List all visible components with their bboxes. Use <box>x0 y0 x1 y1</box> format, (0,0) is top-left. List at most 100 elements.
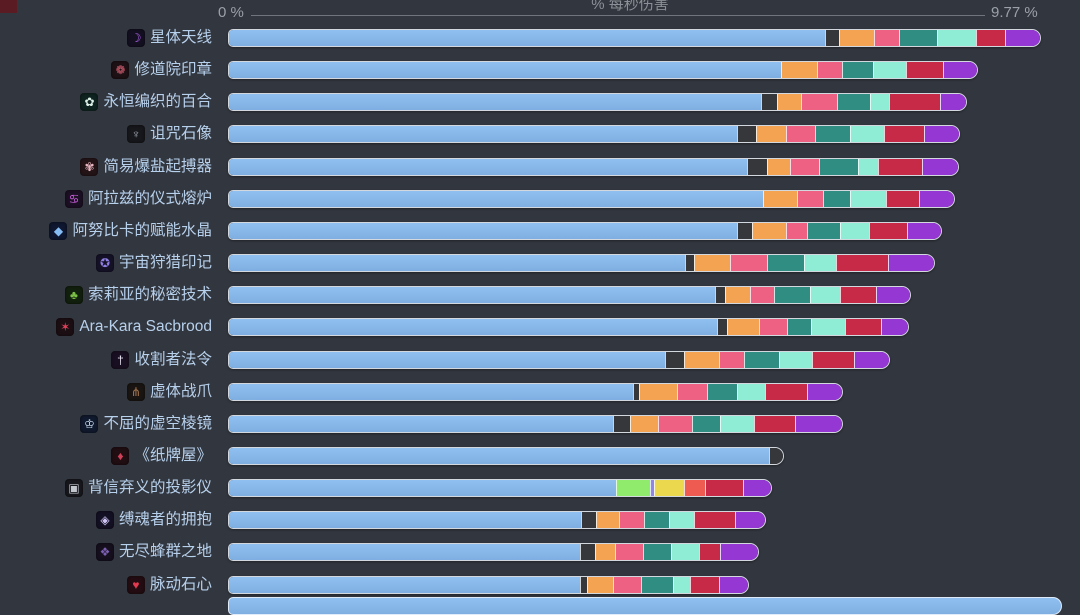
row-label-cell: ♋ 阿拉兹的仪式熔炉 <box>0 189 212 208</box>
salt-pacemaker-icon: ✾ <box>80 157 99 176</box>
row-label-cell: ▣ 背信弃义的投影仪 <box>0 479 212 498</box>
row-label: 虚体战爪 <box>149 382 212 400</box>
bar-segment-mint <box>936 30 976 46</box>
treacherous-projector-icon: ▣ <box>64 479 83 498</box>
bar-segment-dark <box>737 126 756 143</box>
bar-segment-mint <box>849 190 886 207</box>
chart-row: ☽ 星体天线 <box>0 29 1080 47</box>
bar-segment-blue <box>229 480 617 497</box>
bar-segment-red <box>845 319 881 336</box>
bar-segment-orange <box>755 126 786 143</box>
bar-segment-red <box>884 126 924 143</box>
stacked-bar <box>228 479 772 498</box>
bar-segment-dark <box>716 319 727 336</box>
bar-segment-purple <box>795 415 842 432</box>
row-label: 简易爆盐起搏器 <box>103 157 212 175</box>
chart-row: ♥ 脉动石心 <box>0 575 1080 594</box>
bar-segment-mint <box>804 255 837 272</box>
bar-segment-purple <box>907 222 942 239</box>
row-label-cell: ♆ 诅咒石像 <box>0 125 212 144</box>
bar-segment-mint <box>811 319 846 336</box>
bar-segment-pink <box>718 351 744 368</box>
bar-segment-mint <box>672 576 690 593</box>
row-label-cell: ✿ 永恒编织的百合 <box>0 93 212 112</box>
axis-min-label: 0 % <box>218 4 244 21</box>
bar-segment-purple <box>943 62 977 79</box>
chart-row: ♦ 《纸牌屋》 <box>0 446 1080 465</box>
bar-segment-blue <box>229 30 825 46</box>
bar-segment-purple <box>918 190 955 207</box>
bar-segment-pink <box>750 287 775 304</box>
unyielding-void-prism-icon: ♔ <box>80 414 99 433</box>
bar-segment-red <box>840 287 877 304</box>
endless-swarm-land-icon: ❖ <box>95 543 114 562</box>
stacked-bar <box>228 511 766 530</box>
bar-segment-pink <box>790 158 820 175</box>
chart-row: ♆ 诅咒石像 <box>0 125 1080 144</box>
bar-segment-purple <box>922 158 958 175</box>
row-label: 阿拉兹的仪式熔炉 <box>87 189 212 207</box>
bar-segment-mint <box>737 383 766 400</box>
bar-segment-purple <box>735 512 765 529</box>
eternal-woven-lily-icon: ✿ <box>80 93 99 112</box>
stacked-bar <box>228 29 1042 47</box>
bar-segment-dark <box>580 512 596 529</box>
row-label: 缚魂者的拥抱 <box>118 511 212 529</box>
bar-segment-dark <box>747 158 768 175</box>
bar-segment-red <box>869 222 908 239</box>
pulsing-stone-heart-icon: ♥ <box>126 575 145 594</box>
bar-segment-mint <box>840 222 870 239</box>
bar-segment-pink <box>612 576 641 593</box>
bar-segment-dark <box>580 576 587 593</box>
bar-segment-red <box>889 94 941 111</box>
soulbinder-embrace-icon: ◈ <box>95 511 114 530</box>
bar-segment-dark <box>761 94 778 111</box>
reaper-decree-icon: † <box>111 350 130 369</box>
bar-segment-mint <box>873 62 907 79</box>
bar-segment-lavender <box>650 480 654 497</box>
row-label: 宇宙狩猎印记 <box>118 254 212 272</box>
bar-segment-dark <box>715 287 726 304</box>
bar-segment-blue <box>229 158 748 175</box>
bar-segment-purple <box>887 255 934 272</box>
bar-segment-orange <box>629 415 658 432</box>
bar-segment-red <box>693 512 736 529</box>
bar-segment-pink <box>657 415 692 432</box>
row-label: 索莉亚的秘密技术 <box>87 286 212 304</box>
bar-segment-salmon <box>684 480 706 497</box>
bar-segment-pink <box>729 255 767 272</box>
row-label: 收割者法令 <box>134 350 212 368</box>
bar-segment-teal <box>786 319 812 336</box>
bar-segment-blue <box>229 319 717 336</box>
bar-segment-red <box>906 62 944 79</box>
row-label: 不屈的虚空棱镜 <box>103 414 212 432</box>
bar-segment-orange <box>684 351 719 368</box>
bar-segment-purple <box>1005 30 1041 46</box>
anubika-crystal-icon: ◆ <box>49 221 68 240</box>
row-label-cell: ❁ 修道院印章 <box>0 61 212 80</box>
bar-segment-red <box>836 255 888 272</box>
bar-segment-pink <box>796 190 823 207</box>
bar-segment-yellow <box>653 480 685 497</box>
bar-segment-mint <box>869 94 890 111</box>
chart-row: ✪ 宇宙狩猎印记 <box>0 254 1080 273</box>
cursed-statue-icon: ♆ <box>126 125 145 144</box>
stacked-bar <box>228 414 843 433</box>
bar-segment-purple <box>720 544 759 561</box>
row-label: 星体天线 <box>149 29 212 46</box>
bar-segment-dark <box>737 222 752 239</box>
bar-segment-pink <box>816 62 843 79</box>
row-label-cell: ✪ 宇宙狩猎印记 <box>0 254 212 273</box>
chart-row: ✿ 永恒编织的百合 <box>0 93 1080 112</box>
bar-segment-pink <box>785 126 815 143</box>
row-label-cell: ✾ 简易爆盐起搏器 <box>0 157 212 176</box>
chart-row: ♔ 不屈的虚空棱镜 <box>0 414 1080 433</box>
alaz-ritual-furnace-icon: ♋ <box>64 189 83 208</box>
stacked-bar <box>228 382 844 401</box>
bar-segment-red <box>689 576 720 593</box>
chart-row: ▣ 背信弃义的投影仪 <box>0 479 1080 498</box>
bar-segment-purple <box>880 319 909 336</box>
bar-segment-red <box>885 190 919 207</box>
stacked-bar <box>228 543 760 562</box>
bar-segment-orange <box>726 319 760 336</box>
